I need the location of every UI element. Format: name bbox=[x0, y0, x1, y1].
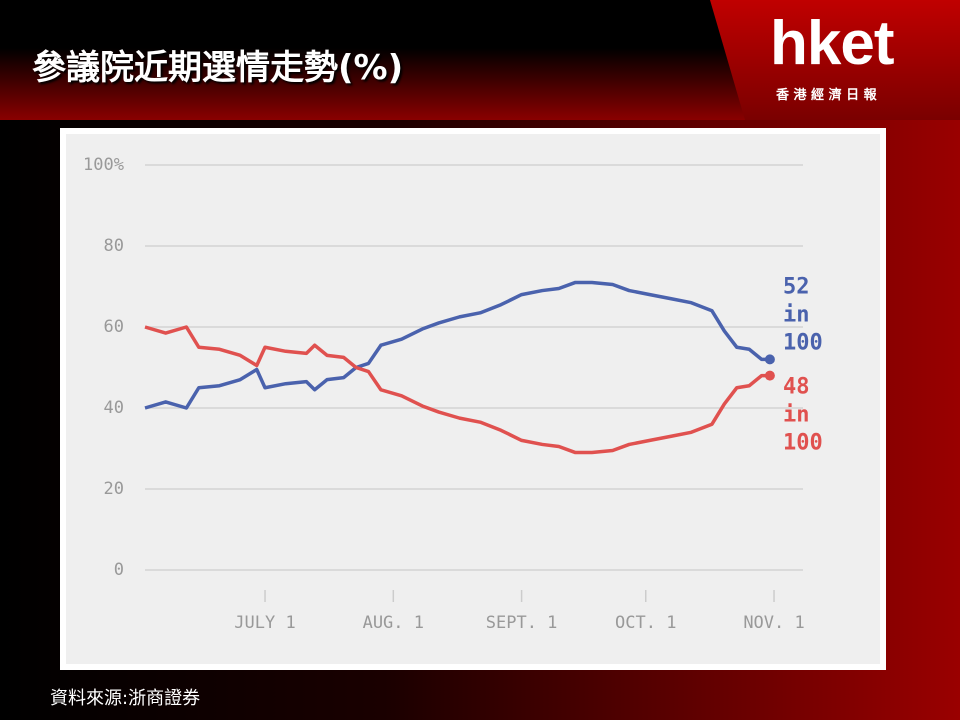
y-tick-label: 80 bbox=[104, 236, 124, 256]
y-tick-label: 20 bbox=[104, 479, 124, 499]
end-label: 100 bbox=[783, 431, 823, 456]
logo-panel bbox=[710, 0, 960, 120]
y-tick-label: 40 bbox=[104, 398, 124, 418]
series-line bbox=[144, 280, 770, 410]
y-tick-label: 100% bbox=[83, 155, 124, 175]
slide-title: 參議院近期選情走勢(%) bbox=[32, 48, 404, 88]
x-tick-label: SEPT. 1 bbox=[486, 613, 558, 633]
end-label: 100 bbox=[783, 330, 823, 355]
end-label: 52 bbox=[783, 274, 810, 299]
chart: 0 20 40 60 80 100% JULY 1 AUG. 1 SEPT. 1 OCT. 1 NO… bbox=[66, 134, 880, 664]
x-tick-label: NOV. 1 bbox=[743, 613, 804, 633]
x-tick-label: OCT. 1 bbox=[615, 613, 676, 633]
end-point bbox=[764, 370, 775, 381]
x-tick-label: AUG. 1 bbox=[363, 613, 424, 633]
end-label: 48 bbox=[783, 375, 810, 400]
end-label: in bbox=[783, 302, 810, 327]
chart-panel: 0 20 40 60 80 100% JULY 1 AUG. 1 SEPT. 1 OCT. 1 NO… bbox=[60, 128, 886, 670]
series-line bbox=[144, 325, 770, 455]
x-tick-label: JULY 1 bbox=[234, 613, 295, 633]
y-tick-label: 60 bbox=[104, 317, 124, 337]
logo: hket bbox=[770, 9, 894, 78]
plot-background bbox=[66, 134, 880, 664]
end-point bbox=[764, 354, 775, 365]
logo-subtitle: 香 港 經 濟 日 報 bbox=[776, 88, 877, 103]
source-note: 資料來源:浙商證券 bbox=[50, 688, 201, 709]
y-tick-label: 0 bbox=[114, 560, 124, 580]
end-label: in bbox=[783, 403, 810, 428]
